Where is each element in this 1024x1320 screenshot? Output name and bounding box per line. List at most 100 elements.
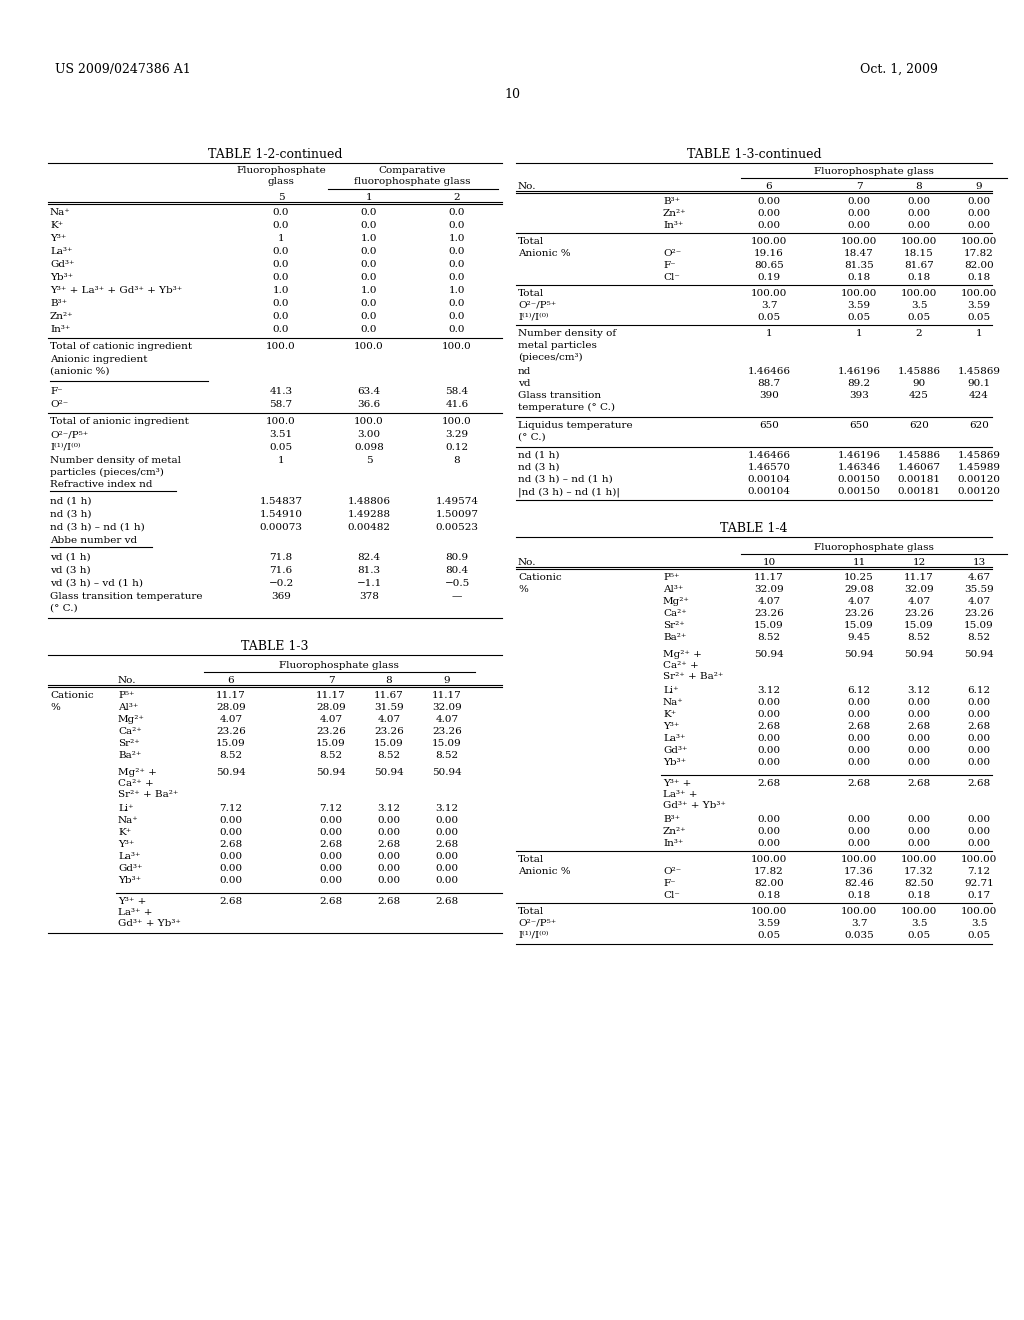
- Text: 0.00: 0.00: [758, 710, 780, 719]
- Text: I⁽¹⁾/I⁽⁰⁾: I⁽¹⁾/I⁽⁰⁾: [518, 931, 549, 940]
- Text: 0.05: 0.05: [758, 313, 780, 322]
- Text: 1.46466: 1.46466: [748, 367, 791, 376]
- Text: K⁺: K⁺: [663, 710, 676, 719]
- Text: P⁵⁺: P⁵⁺: [118, 690, 134, 700]
- Text: 50.94: 50.94: [965, 649, 994, 659]
- Text: 0.12: 0.12: [445, 444, 469, 451]
- Text: (° C.): (° C.): [50, 605, 78, 612]
- Text: 100.0: 100.0: [354, 417, 384, 426]
- Text: 7.12: 7.12: [968, 867, 990, 876]
- Text: La³⁺ +: La³⁺ +: [118, 908, 153, 917]
- Text: 0.00: 0.00: [848, 840, 870, 847]
- Text: 50.94: 50.94: [844, 649, 873, 659]
- Text: 0.05: 0.05: [907, 313, 931, 322]
- Text: 620: 620: [969, 421, 989, 430]
- Text: 0.00: 0.00: [848, 220, 870, 230]
- Text: 0.0: 0.0: [272, 209, 289, 216]
- Text: nd: nd: [518, 367, 531, 376]
- Text: 0.00: 0.00: [907, 197, 931, 206]
- Text: 6: 6: [766, 182, 772, 191]
- Text: 0.00: 0.00: [758, 828, 780, 836]
- Text: 0.0: 0.0: [360, 247, 377, 256]
- Text: 2.68: 2.68: [968, 722, 990, 731]
- Text: 81.3: 81.3: [357, 566, 381, 576]
- Text: 8.52: 8.52: [435, 751, 459, 760]
- Text: 0.00: 0.00: [968, 220, 990, 230]
- Text: 2.68: 2.68: [758, 722, 780, 731]
- Text: 0.00: 0.00: [435, 816, 459, 825]
- Text: 0.0: 0.0: [449, 325, 465, 334]
- Text: 0.00181: 0.00181: [897, 475, 940, 484]
- Text: 1.0: 1.0: [449, 286, 465, 294]
- Text: 0.0: 0.0: [449, 260, 465, 269]
- Text: Gd³⁺: Gd³⁺: [118, 865, 142, 873]
- Text: 0.0: 0.0: [272, 247, 289, 256]
- Text: 6.12: 6.12: [968, 686, 990, 696]
- Text: 50.94: 50.94: [754, 649, 784, 659]
- Text: Cl⁻: Cl⁻: [663, 891, 680, 900]
- Text: In³⁺: In³⁺: [663, 840, 683, 847]
- Text: 369: 369: [271, 591, 291, 601]
- Text: 0.0: 0.0: [449, 312, 465, 321]
- Text: La³⁺: La³⁺: [50, 247, 73, 256]
- Text: Gd³⁺ + Yb³⁺: Gd³⁺ + Yb³⁺: [663, 801, 726, 810]
- Text: 100.00: 100.00: [751, 855, 787, 865]
- Text: 0.00150: 0.00150: [838, 475, 881, 484]
- Text: 0.00482: 0.00482: [347, 523, 390, 532]
- Text: 100.00: 100.00: [751, 238, 787, 246]
- Text: 100.00: 100.00: [901, 855, 937, 865]
- Text: particles (pieces/cm³): particles (pieces/cm³): [50, 469, 164, 477]
- Text: 0.00: 0.00: [968, 734, 990, 743]
- Text: 1: 1: [976, 329, 982, 338]
- Text: nd (3 h) – nd (1 h): nd (3 h) – nd (1 h): [518, 475, 612, 484]
- Text: La³⁺: La³⁺: [663, 734, 685, 743]
- Text: Na⁺: Na⁺: [663, 698, 684, 708]
- Text: Number density of metal: Number density of metal: [50, 455, 181, 465]
- Text: 0.00: 0.00: [848, 734, 870, 743]
- Text: Anionic ingredient: Anionic ingredient: [50, 355, 147, 364]
- Text: Mg²⁺: Mg²⁺: [663, 597, 690, 606]
- Text: 0.05: 0.05: [968, 931, 990, 940]
- Text: 81.67: 81.67: [904, 261, 934, 271]
- Text: 7.12: 7.12: [319, 804, 343, 813]
- Text: 58.7: 58.7: [269, 400, 293, 409]
- Text: Fluorophosphate glass: Fluorophosphate glass: [814, 543, 934, 552]
- Text: 3.59: 3.59: [848, 301, 870, 310]
- Text: 425: 425: [909, 391, 929, 400]
- Text: 378: 378: [359, 591, 379, 601]
- Text: 0.18: 0.18: [848, 891, 870, 900]
- Text: 100.0: 100.0: [266, 342, 296, 351]
- Text: Refractive index nd: Refractive index nd: [50, 480, 153, 488]
- Text: 1.46067: 1.46067: [897, 463, 940, 473]
- Text: 5: 5: [278, 193, 285, 202]
- Text: 0.00: 0.00: [319, 828, 343, 837]
- Text: 0.00: 0.00: [758, 220, 780, 230]
- Text: 3.29: 3.29: [445, 430, 469, 440]
- Text: 0.00: 0.00: [319, 865, 343, 873]
- Text: O²⁻: O²⁻: [663, 867, 681, 876]
- Text: Total: Total: [518, 289, 544, 298]
- Text: 1.0: 1.0: [272, 286, 289, 294]
- Text: 100.0: 100.0: [266, 417, 296, 426]
- Text: 1.0: 1.0: [360, 234, 377, 243]
- Text: 23.26: 23.26: [965, 609, 994, 618]
- Text: 28.09: 28.09: [216, 704, 246, 711]
- Text: Liquidus temperature: Liquidus temperature: [518, 421, 633, 430]
- Text: O²⁻: O²⁻: [50, 400, 69, 409]
- Text: Total of cationic ingredient: Total of cationic ingredient: [50, 342, 193, 351]
- Text: Total: Total: [518, 855, 544, 865]
- Text: Sr²⁺: Sr²⁺: [118, 739, 139, 748]
- Text: Mg²⁺ +: Mg²⁺ +: [663, 649, 701, 659]
- Text: Sr²⁺ + Ba²⁺: Sr²⁺ + Ba²⁺: [663, 672, 723, 681]
- Text: Gd³⁺: Gd³⁺: [50, 260, 75, 269]
- Text: temperature (° C.): temperature (° C.): [518, 403, 615, 412]
- Text: 2.68: 2.68: [848, 722, 870, 731]
- Text: 1.45989: 1.45989: [957, 463, 1000, 473]
- Text: nd (3 h): nd (3 h): [518, 463, 559, 473]
- Text: 1.45869: 1.45869: [957, 451, 1000, 459]
- Text: Number density of: Number density of: [518, 329, 616, 338]
- Text: Na⁺: Na⁺: [118, 816, 138, 825]
- Text: 15.09: 15.09: [374, 739, 403, 748]
- Text: 71.6: 71.6: [269, 566, 293, 576]
- Text: 1: 1: [278, 234, 285, 243]
